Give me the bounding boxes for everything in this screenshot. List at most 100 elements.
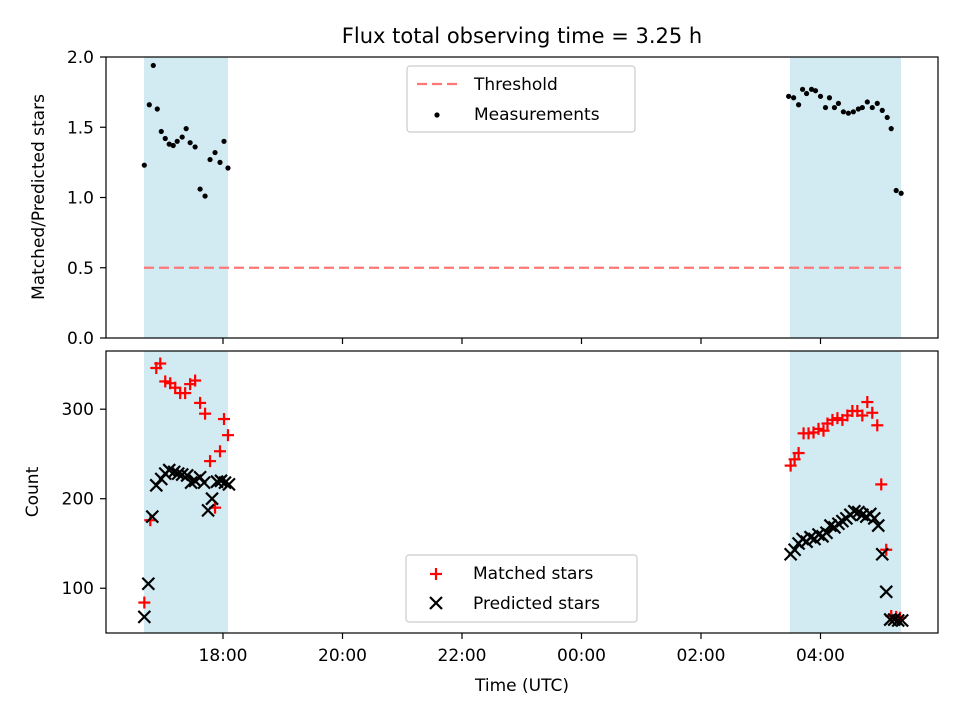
bottom-legend-box: [405, 554, 638, 623]
predicted-star-point: [823, 518, 838, 533]
matched-star-point: [138, 596, 151, 609]
predicted-star-point: [180, 468, 194, 483]
predicted-star-point: [201, 503, 215, 518]
predicted-star-point: [218, 475, 232, 490]
measurement-point: [826, 95, 833, 101]
predicted-star-point: [145, 509, 160, 524]
measurement-point: [217, 159, 223, 165]
measurement-point: [864, 99, 870, 105]
matched-star-point: [179, 387, 192, 400]
measurement-point: [154, 106, 160, 112]
measurement-point: [212, 149, 218, 156]
predicted-star-point: [184, 475, 198, 490]
measurement-point: [795, 102, 802, 108]
predicted-star-point: [871, 518, 886, 533]
bottom-x-tick-label: 02:00: [677, 646, 726, 666]
measurement-point: [874, 100, 880, 106]
matched-star-point: [199, 407, 212, 420]
measurement-point: [845, 110, 851, 116]
measurement-point: [822, 104, 829, 111]
matched-star-point: [221, 429, 234, 442]
bottom-y-tick-label: 100: [62, 579, 94, 599]
bottom-y-tick-label: 300: [62, 400, 94, 420]
legend-predicted-swatch: [429, 596, 443, 610]
legend-threshold-label: Threshold: [473, 75, 558, 95]
matched-star-point: [154, 357, 167, 370]
top-y-axis: 0.0 0.5 1.0 1.5 2.0: [67, 48, 106, 349]
measurement-point: [179, 134, 185, 140]
bottom-x-tick-label: 18:00: [199, 646, 248, 666]
matched-star-point: [189, 374, 202, 387]
legend-measurements-label: Measurements: [474, 105, 600, 125]
measurement-point: [158, 128, 164, 135]
legend-measurements-swatch: [434, 112, 440, 118]
predicted-star-point: [214, 474, 228, 488]
measurement-point: [840, 109, 847, 115]
measurement-point: [150, 62, 156, 69]
measurement-point: [170, 142, 176, 149]
bottom-y-tick-label: 200: [62, 490, 94, 510]
bottom-legend: Matched stars Predicted stars: [405, 554, 638, 623]
measurement-point: [893, 187, 899, 194]
measurement-point: [183, 126, 189, 132]
bottom-x-tick-label: 04:00: [796, 646, 845, 666]
measurement-point: [879, 107, 885, 113]
matched-star-point: [214, 445, 227, 458]
measurement-point: [221, 138, 227, 144]
matched-star-point: [788, 453, 801, 466]
predicted-star-point: [847, 504, 862, 519]
legend-matched-label: Matched stars: [473, 564, 593, 584]
measurement-point: [817, 93, 824, 99]
predicted-star-point: [875, 547, 890, 561]
measurement-point: [141, 162, 147, 168]
measurement-point: [146, 102, 152, 108]
measurement-point: [786, 93, 792, 99]
predicted-star-point: [879, 585, 894, 599]
matched-star-point: [871, 419, 884, 432]
measurement-point: [855, 106, 861, 112]
measurement-point: [187, 140, 193, 146]
measurement-point: [850, 109, 856, 115]
top-y-tick-label: 0.5: [67, 259, 94, 279]
bottom-x-tick-label: 00:00: [557, 646, 606, 666]
top-shade-evening: [144, 57, 228, 338]
top-shade-morning: [790, 57, 901, 338]
matched-star-point: [217, 413, 230, 426]
top-x-ticks: [222, 338, 822, 344]
predicted-star-point: [137, 610, 152, 624]
measurement-point: [207, 156, 213, 163]
bottom-x-tick-label: 20:00: [318, 646, 367, 666]
measurement-point: [888, 126, 894, 132]
bottom-plot-frame: [105, 350, 939, 634]
measurement-point: [812, 88, 819, 94]
matched-star-point: [861, 396, 874, 409]
legend-matched-swatch: [430, 568, 442, 580]
predicted-star-point: [819, 525, 834, 540]
top-y-tick-label: 0.0: [67, 329, 94, 349]
measurement-point: [791, 95, 797, 101]
matched-star-point: [866, 406, 879, 419]
predicted-star-point: [197, 475, 211, 490]
measurement-point: [869, 104, 875, 111]
bottom-panel: 100 200 300 18:00 20:00 22:00 00:00 02:00 04:00…: [23, 350, 939, 696]
top-y-tick-label: 1.0: [67, 189, 94, 209]
top-y-tick-label: 1.5: [67, 118, 94, 138]
measurement-point: [884, 114, 890, 121]
predicted-star-point: [787, 542, 802, 557]
predicted-star-point: [803, 530, 818, 544]
measurement-point: [799, 86, 806, 92]
matched-star-point: [817, 424, 830, 437]
top-panel: 0.00.51.01.52.0 Matched/Predicted stars …: [29, 48, 939, 349]
matched-star-point: [784, 459, 797, 472]
bottom-x-tick-label: 22:00: [438, 646, 487, 666]
measurement-point: [225, 165, 231, 171]
bottom-y-axis-label: Count: [23, 466, 43, 517]
bottom-x-axis: 18:00 20:00 22:00 00:00 02:00 04:00: [199, 633, 845, 666]
measurements-points: [141, 62, 904, 199]
predicted-star-point: [141, 576, 156, 591]
bottom-shade-morning: [790, 351, 901, 633]
chart-title: Flux total observing time = 3.25 h: [342, 24, 702, 48]
predicted-star-point: [811, 527, 826, 542]
predicted-stars-points: [137, 463, 909, 628]
